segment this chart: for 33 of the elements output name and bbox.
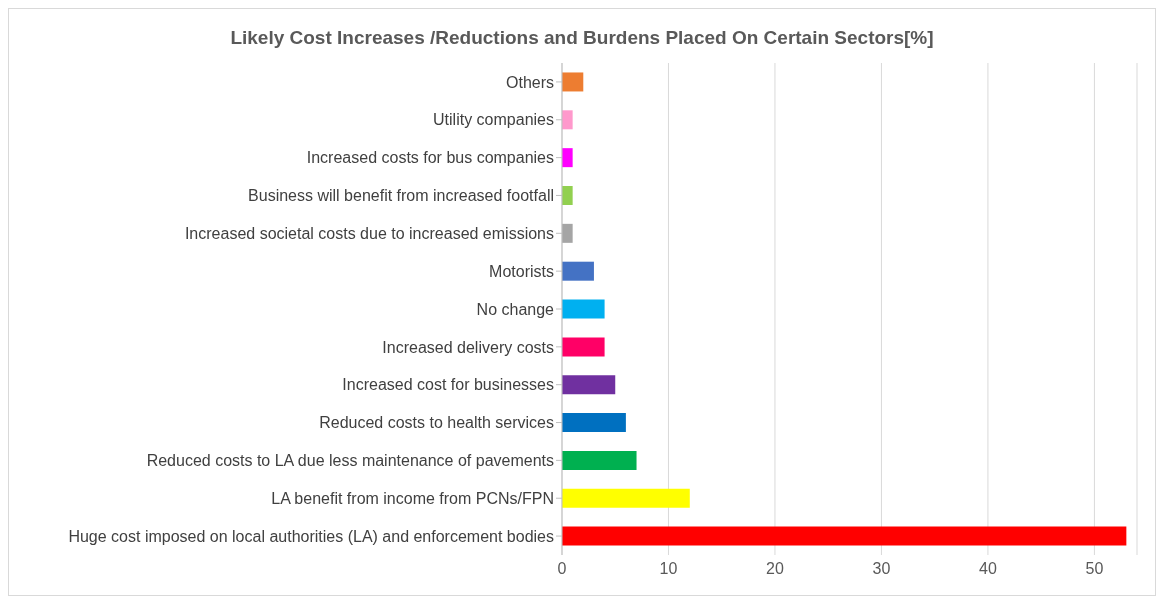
y-tick-label: Increased cost for businesses [342,376,554,394]
y-tick-label: Motorists [489,262,554,280]
x-tick-label: 10 [659,560,678,578]
y-tick-label: Utility companies [433,111,554,129]
bar [562,413,626,433]
bar [562,186,573,205]
bar [562,299,605,319]
bar [562,148,573,168]
y-tick-label: Others [505,73,554,91]
bar [562,110,573,130]
y-tick-label: Reduced costs to LA due less maintenance of pavements [146,452,554,470]
x-tick-label: 50 [1085,560,1104,578]
bar [562,72,584,92]
y-tick-label: No change [476,300,555,318]
y-tick-label: Increased costs for bus companies [306,149,554,167]
bar [562,337,605,357]
x-tick-label: 30 [872,560,891,578]
x-tick-label: 0 [557,560,567,578]
y-tick-label: Business will benefit from increased footfall [248,187,554,205]
y-tick-label: LA benefit from income from PCNs/FPN [271,489,554,507]
x-tick-label: 40 [979,560,997,578]
y-tick-label: Increased societal costs due to increased emissions [184,224,554,242]
bar [562,450,637,470]
y-tick-label: Increased delivery costs [382,338,554,356]
bar [562,261,594,281]
chart-title: Likely Cost Increases /Reductions and Burdens Placed On Certain Sectors[%] [229,26,935,50]
bar [562,526,1127,546]
bar [562,223,573,243]
bar [562,488,690,508]
bar [562,375,616,395]
x-tick-label: 20 [766,560,784,578]
y-tick-label: Huge cost imposed on local authorities (LA) and enforcement bodies [68,527,554,545]
y-tick-label: Reduced costs to health services [319,414,554,432]
